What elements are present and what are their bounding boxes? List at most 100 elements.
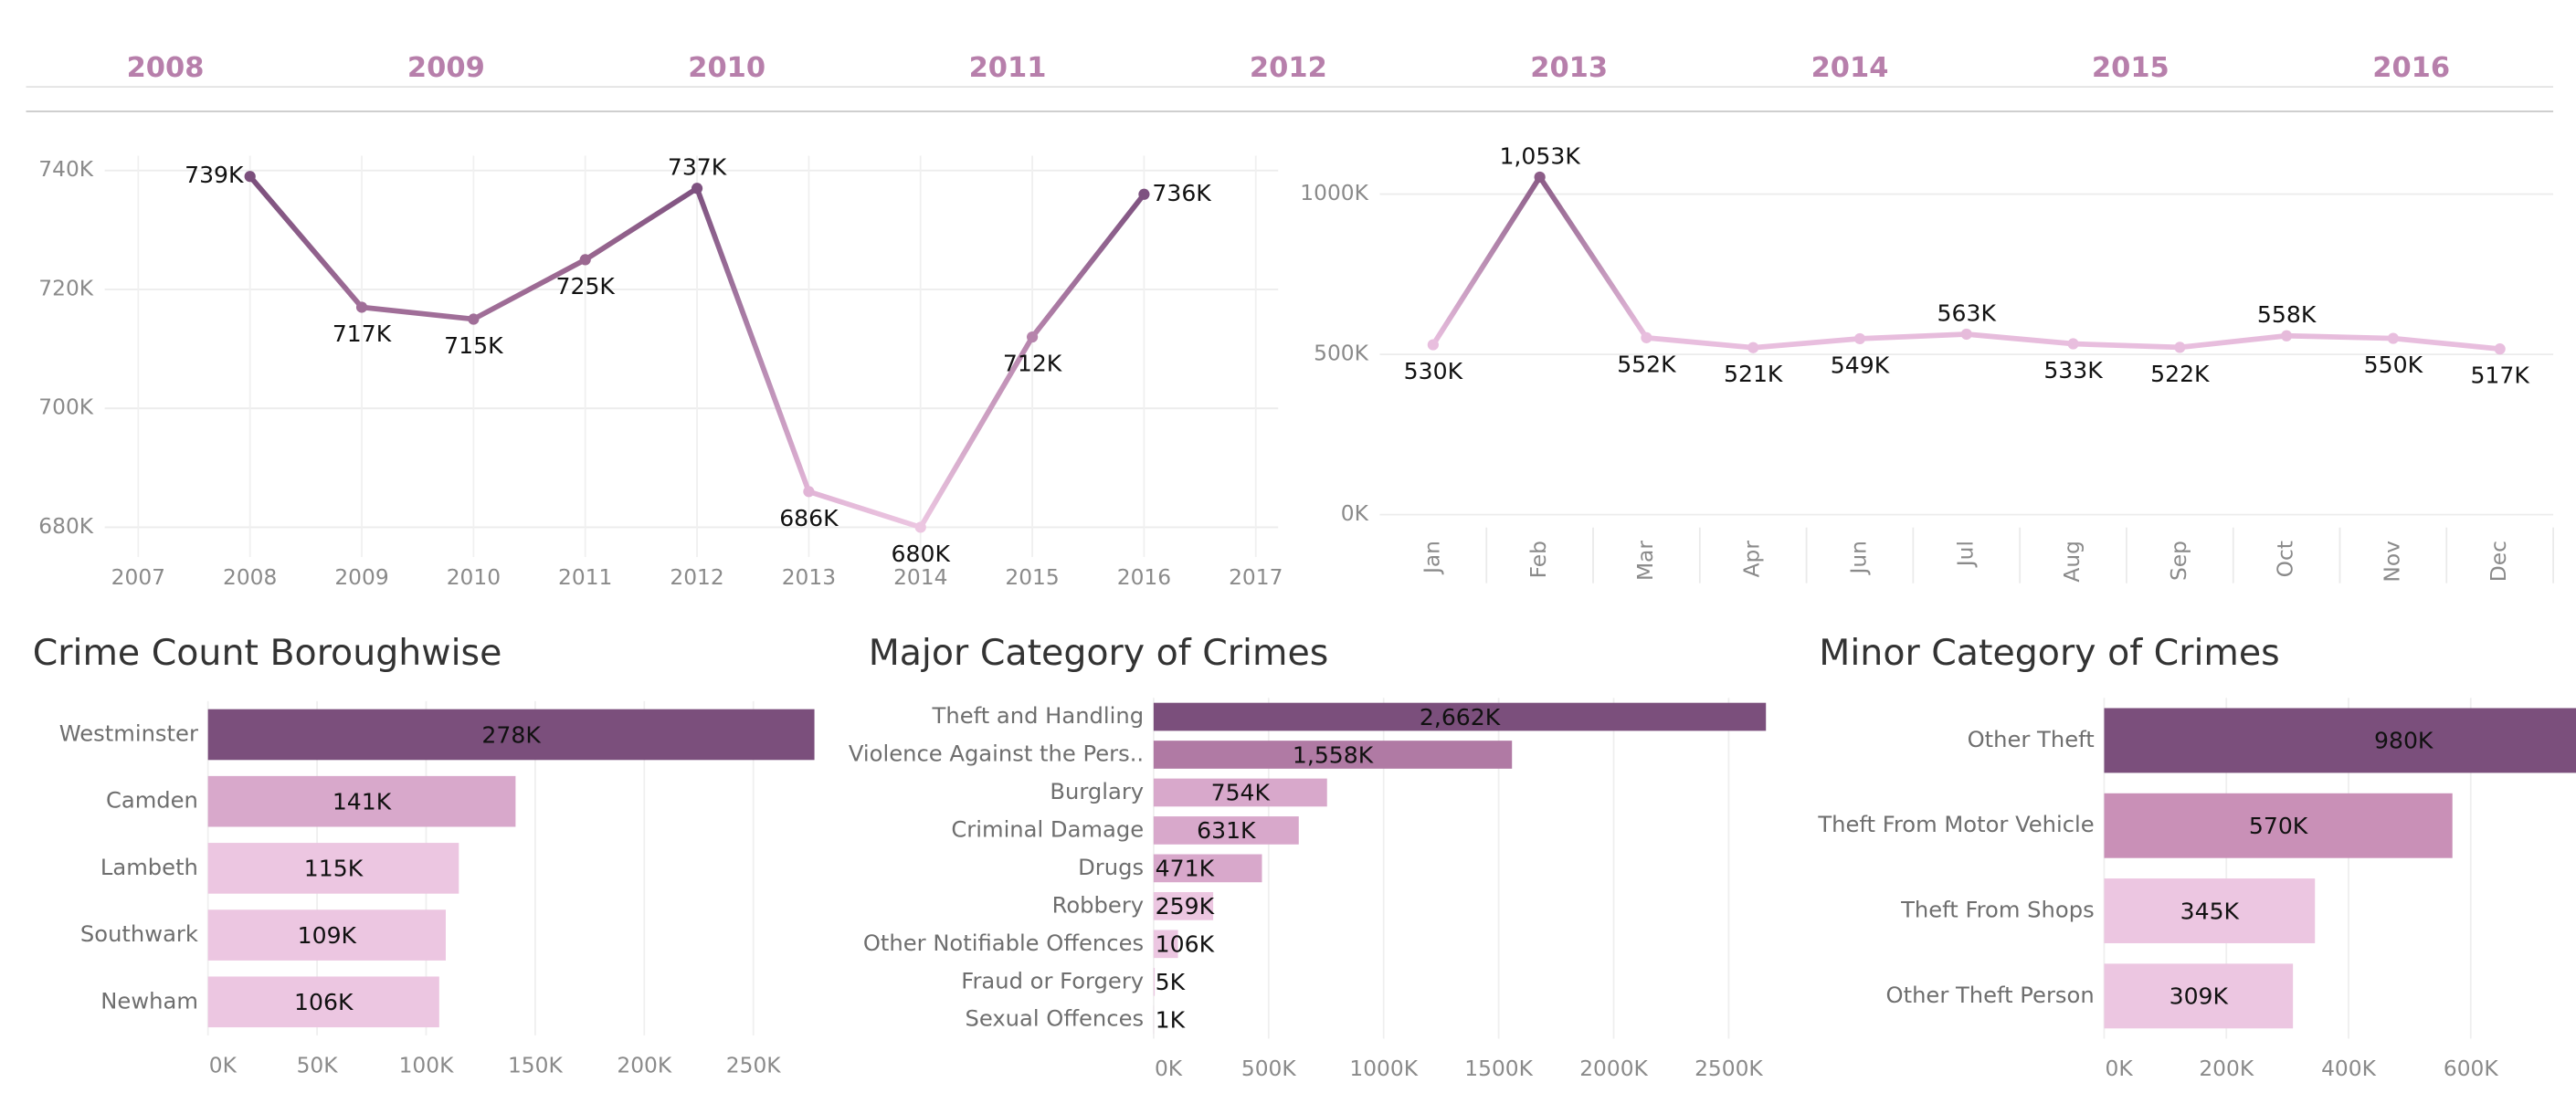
- point: [1853, 332, 1866, 345]
- data-label: 309K: [2170, 983, 2229, 1010]
- data-label: 521K: [1724, 361, 1783, 387]
- data-label: 725K: [556, 273, 616, 300]
- x-tick-label: 2500K: [1694, 1056, 1763, 1081]
- bar: [2104, 878, 2316, 943]
- point: [244, 171, 256, 183]
- y-tick-label: 700K: [38, 395, 93, 420]
- year-filter[interactable]: 2016: [2372, 52, 2450, 84]
- bar: [1153, 967, 1156, 996]
- year-filter[interactable]: 2009: [407, 52, 485, 84]
- x-tick-label: Mar: [1633, 541, 1658, 581]
- bar: [1153, 930, 1178, 959]
- data-label: 345K: [2180, 898, 2240, 924]
- data-label: 754K: [1211, 780, 1271, 806]
- bar: [2104, 793, 2453, 858]
- point: [2387, 332, 2399, 344]
- data-label: 717K: [333, 321, 392, 347]
- year-filter[interactable]: 2008: [127, 52, 205, 84]
- point: [803, 486, 815, 498]
- data-label: 552K: [1617, 351, 1676, 377]
- year-filter[interactable]: 2012: [1250, 52, 1327, 84]
- x-tick-label: 2007: [111, 565, 165, 590]
- line-segment: [2177, 332, 2289, 351]
- data-label: 522K: [2150, 361, 2210, 387]
- line-segment: [1643, 334, 1757, 351]
- x-tick-label: 2017: [1229, 565, 1283, 590]
- data-label: 739K: [185, 162, 244, 188]
- point: [579, 254, 591, 266]
- point: [1641, 331, 1652, 343]
- data-label: 712K: [1003, 351, 1062, 377]
- bar: [2104, 708, 2576, 773]
- line-segment: [2284, 332, 2396, 342]
- year-filter[interactable]: 2015: [2092, 52, 2170, 84]
- data-label: 558K: [2257, 301, 2317, 328]
- x-tick-label: 0K: [2106, 1056, 2134, 1081]
- x-tick-label: 2011: [558, 565, 612, 590]
- category-label: Lambeth: [100, 855, 198, 880]
- data-label: 563K: [1937, 300, 1997, 326]
- data-label: 736K: [1152, 180, 1211, 206]
- x-tick-label: Dec: [2486, 541, 2511, 582]
- data-label: 278K: [481, 721, 541, 748]
- category-label: Burglary: [1050, 779, 1144, 804]
- year-filter[interactable]: 2010: [688, 52, 765, 84]
- x-tick-label: 200K: [2199, 1056, 2254, 1081]
- line-segment: [1536, 174, 1650, 341]
- data-label: 106K: [294, 989, 354, 1015]
- category-label: Other Notifiable Offences: [863, 930, 1144, 956]
- data-label: 115K: [304, 856, 364, 882]
- bar: [1153, 741, 1513, 769]
- data-label: 1,053K: [1499, 142, 1580, 169]
- category-label: Fraud or Forgery: [961, 968, 1144, 993]
- data-label: 471K: [1156, 856, 1215, 882]
- point: [355, 301, 368, 313]
- bar: [1153, 816, 1299, 845]
- category-label: Theft From Motor Vehicle: [1817, 812, 2094, 837]
- bar: [207, 976, 439, 1028]
- line-segment: [694, 185, 812, 495]
- point: [2281, 330, 2293, 342]
- bar: [207, 843, 459, 894]
- y-tick-label: 0K: [1341, 501, 1369, 526]
- data-label: 533K: [2043, 357, 2103, 384]
- x-tick-label: Sep: [2167, 541, 2191, 581]
- year-filter[interactable]: 2011: [969, 52, 1047, 84]
- category-label: Criminal Damage: [951, 816, 1144, 842]
- bar: [2104, 963, 2294, 1029]
- point: [1427, 339, 1439, 351]
- x-tick-label: Aug: [2060, 541, 2085, 583]
- category-label: Westminster: [59, 720, 198, 746]
- point: [2174, 342, 2186, 353]
- year-filter[interactable]: 2014: [1811, 52, 1889, 84]
- x-tick-label: 2016: [1117, 565, 1171, 590]
- x-tick-label: 400K: [2321, 1056, 2376, 1081]
- year-filter[interactable]: 2013: [1530, 52, 1608, 84]
- data-label: 737K: [668, 154, 727, 181]
- point: [2494, 343, 2506, 355]
- line-segment: [582, 185, 700, 263]
- bar: [1153, 778, 1327, 807]
- category-label: Other Theft: [1968, 727, 2095, 752]
- chart-title: Crime Count Boroughwise: [33, 632, 502, 674]
- data-label: 517K: [2470, 363, 2529, 389]
- x-tick-label: 2000K: [1579, 1056, 1648, 1081]
- data-label: 106K: [1156, 931, 1215, 958]
- x-tick-label: 2015: [1005, 565, 1059, 590]
- category-label: Newham: [100, 988, 198, 1014]
- line-segment: [1430, 174, 1543, 348]
- x-tick-label: 250K: [726, 1053, 781, 1077]
- x-tick-label: 2008: [223, 565, 277, 590]
- x-tick-label: Apr: [1740, 541, 1765, 578]
- data-label: 980K: [2374, 728, 2433, 754]
- data-label: 549K: [1831, 352, 1890, 378]
- x-tick-label: 50K: [297, 1053, 339, 1077]
- category-label: Robbery: [1052, 892, 1145, 918]
- x-tick-label: 2012: [670, 565, 723, 590]
- x-tick-label: Jul: [1953, 541, 1978, 568]
- point: [1960, 328, 1972, 341]
- x-tick-label: Jan: [1420, 541, 1444, 575]
- chart-title: Major Category of Crimes: [869, 632, 1329, 674]
- line-segment: [359, 304, 477, 322]
